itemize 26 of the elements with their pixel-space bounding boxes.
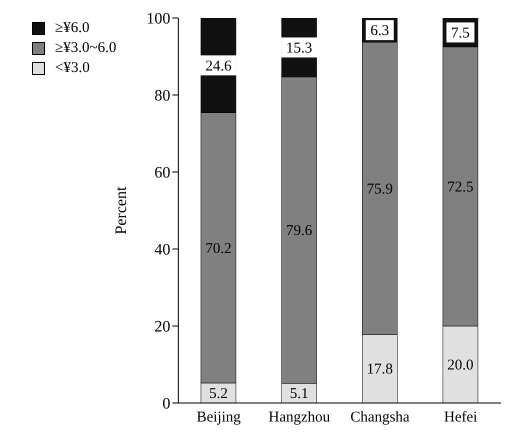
y-tick-label: 80 [154,88,170,105]
data-label: 75.9 [366,181,393,198]
data-label: 17.8 [366,362,393,378]
data-label: 7.5 [451,25,470,42]
y-tick-label: 20 [154,318,170,336]
data-label: 6.3 [370,23,390,40]
data-label: 72.5 [447,179,474,196]
y-tick-label: 60 [154,164,170,182]
legend-label: <¥3.0 [55,60,90,76]
legend-label: ≥¥3.0~6.0 [55,40,116,56]
y-tick-label: 100 [146,10,170,28]
x-tick-label: Changsha [350,410,410,426]
x-tick-label: Hangzhou [268,410,331,426]
data-label: 5.2 [209,386,228,402]
data-label: 79.6 [286,223,313,240]
data-label: 70.2 [205,240,232,257]
x-tick-label: Hefei [444,410,478,426]
y-tick-label: 40 [154,242,170,259]
x-tick-label: Beijing [196,410,242,426]
data-label: 5.1 [290,386,308,402]
data-label: 20.0 [447,358,474,374]
data-label: 24.6 [205,58,232,74]
y-tick-label: 0 [162,396,170,413]
y-axis-title: Percent [113,186,130,234]
data-label: 15.3 [286,40,312,56]
legend-label: ≥¥6.0 [55,20,90,36]
